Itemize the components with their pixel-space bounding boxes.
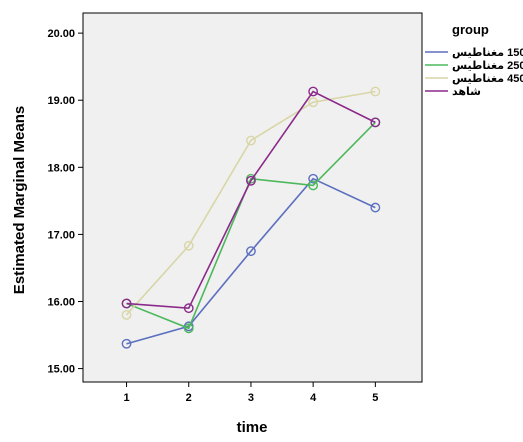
series-point-4 bbox=[121, 298, 132, 309]
series-point-2 bbox=[183, 323, 194, 334]
series-point-3 bbox=[246, 135, 256, 146]
series-point-4 bbox=[246, 175, 256, 186]
y-axis: 15.00 16.00 17.00 18.00 19.00 20.00 bbox=[47, 28, 83, 376]
series-point-2 bbox=[308, 180, 319, 191]
x-tick-label: 5 bbox=[372, 392, 378, 404]
y-axis-title: Estimated Marginal Means bbox=[11, 106, 28, 294]
series-point-1 bbox=[308, 173, 319, 184]
x-tick-label: 2 bbox=[186, 392, 192, 404]
x-axis-title: time bbox=[237, 419, 268, 436]
series-layer bbox=[121, 86, 381, 349]
legend-label: 150 مغناطيس bbox=[452, 47, 523, 59]
series-point-4 bbox=[308, 86, 319, 97]
y-tick-label: 19.00 bbox=[47, 95, 75, 107]
y-tick-label: 17.00 bbox=[47, 229, 75, 241]
plot-area bbox=[82, 12, 423, 383]
x-tick-label: 3 bbox=[248, 392, 254, 404]
x-axis: 1 2 3 4 5 bbox=[123, 382, 378, 404]
y-tick-label: 18.00 bbox=[47, 162, 75, 174]
series-point-1 bbox=[370, 202, 381, 213]
series-point-3 bbox=[308, 97, 319, 108]
legend-label: شاهد bbox=[452, 86, 481, 98]
series-line-3 bbox=[125, 90, 376, 316]
series-line-4 bbox=[126, 90, 376, 310]
y-tick-label: 20.00 bbox=[47, 28, 75, 40]
series-point-1 bbox=[246, 246, 256, 257]
series-point-4 bbox=[183, 303, 194, 314]
series-point-1 bbox=[121, 338, 132, 349]
series-line-2 bbox=[126, 121, 376, 330]
series-point-3 bbox=[183, 240, 194, 251]
legend-label: 250 مغناطيس bbox=[452, 60, 523, 72]
legend-label: 450 مغناطيس bbox=[452, 73, 523, 85]
y-tick-label: 16.00 bbox=[47, 296, 75, 308]
y-tick-label: 15.00 bbox=[47, 364, 75, 376]
series-line-1 bbox=[126, 177, 376, 345]
series-point-3 bbox=[370, 86, 381, 97]
legend-title: group bbox=[452, 22, 489, 37]
series-point-3 bbox=[121, 310, 132, 320]
x-tick-label: 4 bbox=[310, 392, 317, 404]
x-tick-label: 1 bbox=[123, 392, 129, 404]
series-point-4 bbox=[370, 117, 381, 128]
